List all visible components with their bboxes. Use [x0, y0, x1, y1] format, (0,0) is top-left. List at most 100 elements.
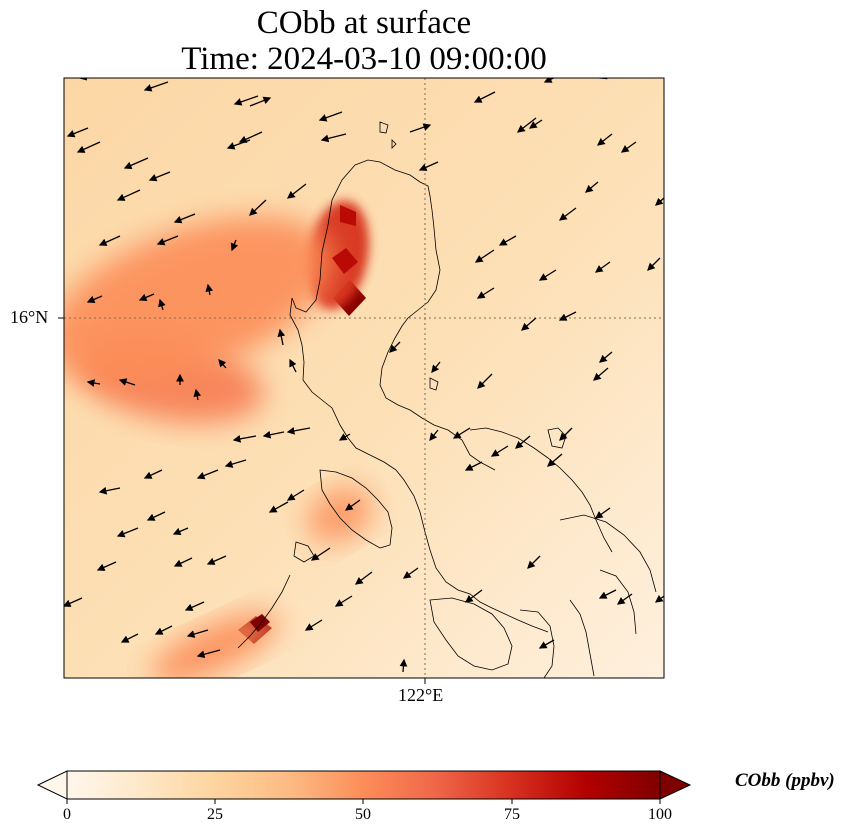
map-plot [58, 77, 665, 684]
wind-vector [98, 486, 121, 495]
wind-vector [616, 593, 633, 605]
wind-vector [120, 633, 139, 643]
wind-vector [476, 287, 495, 299]
wind-vector [249, 96, 272, 107]
wind-vector [286, 489, 305, 501]
map-subtitle: Time: 2024-03-10 09:00:00 [181, 41, 547, 77]
coastline-panay [429, 597, 513, 671]
wind-vector [116, 527, 139, 538]
wind-vector [186, 629, 209, 638]
wind-vector [594, 507, 611, 519]
coastline-mindoro [319, 469, 393, 549]
wind-vector [527, 555, 541, 569]
wind-vector [538, 269, 557, 281]
wind-vector [320, 133, 347, 143]
wind-vector [143, 81, 169, 92]
wind-vector [547, 453, 563, 467]
colorbar-label: CObb (ppbv) [735, 770, 835, 791]
wind-vector [193, 388, 202, 401]
wind-vector [286, 183, 307, 199]
wind-vector [431, 361, 441, 374]
wind-vector [304, 619, 323, 631]
wind-vector [452, 427, 471, 439]
wind-vector [230, 239, 239, 252]
wind-vector [521, 317, 537, 331]
colorbar-tick-label-75: 75 [504, 806, 520, 823]
wind-vector [598, 589, 617, 599]
wind-vector [154, 625, 173, 635]
wind-vector [196, 649, 221, 659]
wind-vector [286, 427, 311, 435]
wind-vector [474, 249, 495, 263]
wind-vector [538, 639, 555, 649]
coastline-cebu [569, 599, 595, 677]
wind-vector [98, 235, 121, 246]
wind-vector [76, 141, 101, 153]
coastline-catanduanes [547, 427, 567, 449]
wind-vector [66, 127, 89, 138]
wind-vector [173, 213, 196, 224]
wind-vector [86, 379, 101, 387]
wind-vector [96, 561, 117, 571]
wind-vector [64, 597, 83, 607]
wind-vector [310, 547, 331, 561]
colorbar-extend-min [36, 770, 68, 800]
wind-vector [138, 293, 155, 302]
wind-vector [262, 430, 285, 439]
plume-central-plume [307, 487, 373, 543]
wind-vector [464, 461, 483, 471]
plume-layer [64, 200, 373, 678]
coastline-central [395, 469, 549, 633]
wind-vector [86, 295, 103, 304]
coastline-samar [559, 514, 657, 593]
wind-vector [515, 435, 531, 449]
colorbar [36, 770, 692, 804]
wind-vector [498, 235, 517, 246]
wind-vector [473, 91, 496, 103]
coastline-luzon-west [289, 164, 397, 471]
wind-vector [528, 119, 543, 129]
coastline-polillo [429, 377, 439, 391]
wind-vector-layer [64, 78, 664, 673]
map-frame [63, 77, 665, 679]
wind-vector [158, 298, 166, 311]
wind-vector [338, 433, 351, 441]
wind-vector [206, 555, 227, 565]
plume-cell [250, 614, 270, 632]
wind-vector [218, 359, 227, 369]
coastline-negros [519, 609, 555, 678]
colorbar-tick-label-0: 0 [63, 806, 71, 823]
wind-vector [593, 367, 609, 381]
wind-vector [402, 567, 419, 579]
plume-southern-plume-tail [150, 612, 280, 678]
colorbar-tick-label-50: 50 [355, 806, 371, 823]
coastline-palawan [237, 574, 291, 649]
colorbar-bar [66, 770, 661, 800]
wind-vector [156, 235, 179, 246]
wind-vector [559, 427, 573, 441]
wind-vector [232, 435, 257, 443]
coastline-layer [237, 121, 657, 678]
wind-vector [598, 78, 608, 80]
wind-vector [464, 589, 483, 603]
wind-vector [277, 328, 286, 346]
wind-vector [543, 78, 556, 83]
colorbar-extend-max [659, 770, 692, 800]
coastline-bicol [469, 427, 613, 553]
wind-vector [148, 171, 171, 182]
coastline-busuanga [293, 541, 315, 563]
wind-vector [516, 117, 537, 133]
wind-vector [249, 199, 267, 216]
wind-vector [196, 469, 219, 480]
wind-vector [409, 123, 432, 133]
wind-vector [116, 189, 141, 201]
wind-vector [599, 351, 613, 363]
wind-vector [238, 131, 263, 143]
wind-vector [596, 133, 613, 146]
wind-vector [173, 557, 193, 567]
wind-vector [418, 161, 439, 171]
wind-vector [429, 429, 439, 442]
wind-vector [354, 571, 373, 585]
coastline-batanes [379, 121, 397, 149]
wind-vector [233, 95, 259, 106]
